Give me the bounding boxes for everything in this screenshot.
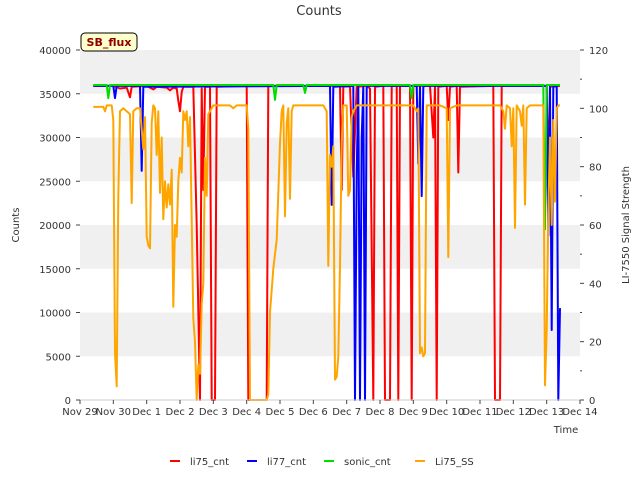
x-tick-label: Dec 12	[496, 407, 531, 418]
legend-label: li75_cnt	[190, 457, 229, 468]
y-tick-label: 25000	[39, 177, 71, 188]
y-tick-label-right: 40	[589, 279, 602, 290]
x-tick-label: Dec 9	[399, 407, 428, 418]
x-tick-label: Dec 6	[299, 407, 328, 418]
y-tick-label: 0	[65, 396, 71, 407]
sb-flux-annotation: SB_flux	[80, 32, 138, 52]
legend-item-li77_cnt: li77_cnt	[247, 457, 306, 468]
annotation-box	[80, 32, 138, 52]
legend-item-sonic_cnt: sonic_cnt	[324, 457, 391, 468]
x-tick-label: Dec 5	[266, 407, 295, 418]
y-tick-label: 15000	[39, 265, 71, 276]
x-tick-label: Dec 2	[166, 407, 195, 418]
chart-title: Counts	[296, 4, 342, 19]
series-layer	[93, 84, 561, 401]
x-tick-label: Dec 8	[366, 407, 395, 418]
y-tick-label: 35000	[39, 90, 71, 101]
y-axis-label-right: LI-7550 Signal Strength	[621, 166, 632, 284]
x-tick-label: Dec 3	[199, 407, 228, 418]
legend-item-li75_cnt: li75_cnt	[170, 457, 229, 468]
legend: li75_cnt li77_cnt sonic_cnt Li75_SS	[170, 457, 474, 468]
y-tick-label: 30000	[39, 134, 71, 145]
y-tick-label-right: 0	[589, 396, 595, 407]
x-tick-label: Dec 14	[562, 407, 597, 418]
legend-item-li75_ss: Li75_SS	[415, 457, 474, 468]
right-axis-ticks: 0 20 40 60 80 100 120	[580, 46, 608, 407]
x-tick-label: Dec 7	[332, 407, 361, 418]
grid-band	[80, 225, 580, 269]
y-tick-label-right: 20	[589, 338, 602, 349]
x-tick-label: Dec 10	[429, 407, 464, 418]
x-tick-label: Dec 13	[529, 407, 564, 418]
x-tick-label: Dec 1	[132, 407, 161, 418]
x-axis-label: Time	[553, 425, 578, 436]
legend-label: Li75_SS	[435, 457, 474, 468]
x-tick-label: Dec 4	[232, 407, 261, 418]
y-axis-label-left: Counts	[11, 208, 22, 243]
y-tick-label: 40000	[39, 46, 71, 57]
legend-label: sonic_cnt	[344, 457, 391, 468]
annotation-text: SB_flux	[87, 36, 132, 49]
y-tick-label-right: 80	[589, 163, 602, 174]
y-tick-label-right: 60	[589, 221, 602, 232]
y-tick-label-right: 100	[589, 104, 608, 115]
y-tick-label-right: 120	[589, 46, 608, 57]
y-tick-label: 5000	[46, 352, 71, 363]
left-axis-ticks: 0 5000 10000 15000 20000 25000 30000 35000 40000	[39, 46, 80, 407]
x-tick-label: Dec 11	[462, 407, 497, 418]
grid-band	[80, 312, 580, 357]
x-tick-label: Nov 30	[96, 407, 131, 418]
y-tick-label: 20000	[39, 221, 71, 232]
legend-label: li77_cnt	[267, 457, 306, 468]
x-tick-label: Nov 29	[62, 407, 97, 418]
y-tick-label: 10000	[39, 309, 71, 320]
series-line-li75_ss	[93, 104, 560, 401]
